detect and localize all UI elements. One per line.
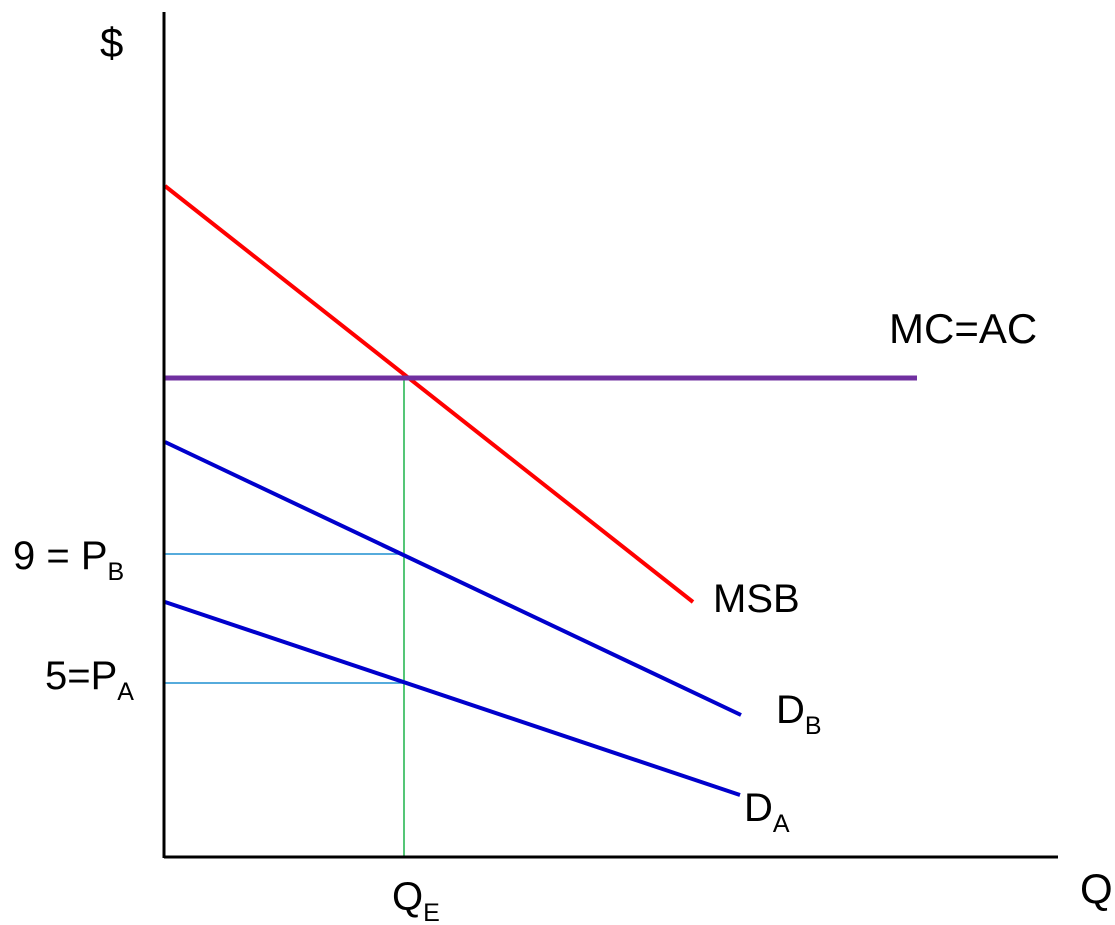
msb-label: MSB (713, 577, 800, 621)
demand-b-label: DB (776, 688, 822, 740)
msb-curve (163, 184, 695, 604)
demand-a-curve (164, 600, 741, 797)
price-b-label: 9 = PB (13, 534, 124, 586)
demand-a-label-main: D (744, 786, 773, 830)
demand-a-label-sub: A (773, 810, 790, 838)
price-a-label: 5=PA (45, 654, 134, 706)
demand-b-label-main: D (776, 688, 805, 732)
y-axis-label: $ (100, 19, 123, 66)
equilibrium-quantity-label-sub: E (423, 899, 440, 925)
price-b-label-sub: B (108, 558, 125, 586)
demand-b-curve (164, 440, 742, 717)
demand-b-label-sub: B (805, 712, 822, 740)
equilibrium-quantity-label: QE (392, 875, 440, 925)
price-a-label-sub: A (117, 678, 134, 706)
equilibrium-quantity-label-main: Q (392, 875, 423, 919)
price-b-label-main: 9 = P (13, 534, 108, 578)
price-a-label-main: 5=P (45, 654, 117, 698)
x-axis-label: Q (1080, 865, 1113, 912)
mc-ac-label: MC=AC (889, 305, 1037, 352)
demand-a-label: DA (744, 786, 790, 838)
